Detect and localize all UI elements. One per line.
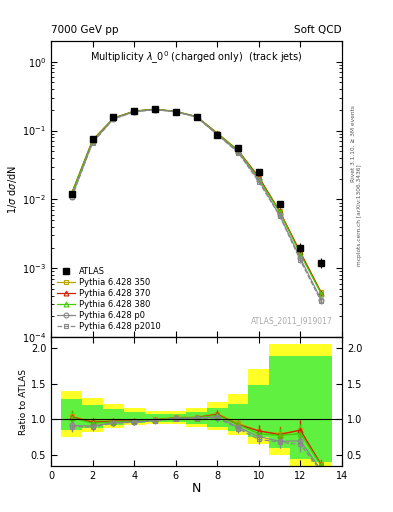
Text: Rivet 3.1.10, ≥ 3M events: Rivet 3.1.10, ≥ 3M events [351,105,356,182]
Text: mcplots.cern.ch [arXiv:1306.3436]: mcplots.cern.ch [arXiv:1306.3436] [357,164,362,266]
Text: 7000 GeV pp: 7000 GeV pp [51,25,119,35]
Y-axis label: 1/$\sigma$ d$\sigma$/dN: 1/$\sigma$ d$\sigma$/dN [6,164,19,214]
X-axis label: N: N [192,482,201,495]
Text: ATLAS_2011_I919017: ATLAS_2011_I919017 [252,316,333,325]
Y-axis label: Ratio to ATLAS: Ratio to ATLAS [19,369,28,435]
Text: Multiplicity $\lambda\_0^0$ (charged only)  (track jets): Multiplicity $\lambda\_0^0$ (charged onl… [90,50,303,67]
Legend: ATLAS, Pythia 6.428 350, Pythia 6.428 370, Pythia 6.428 380, Pythia 6.428 p0, Py: ATLAS, Pythia 6.428 350, Pythia 6.428 37… [55,265,163,333]
Text: Soft QCD: Soft QCD [294,25,342,35]
